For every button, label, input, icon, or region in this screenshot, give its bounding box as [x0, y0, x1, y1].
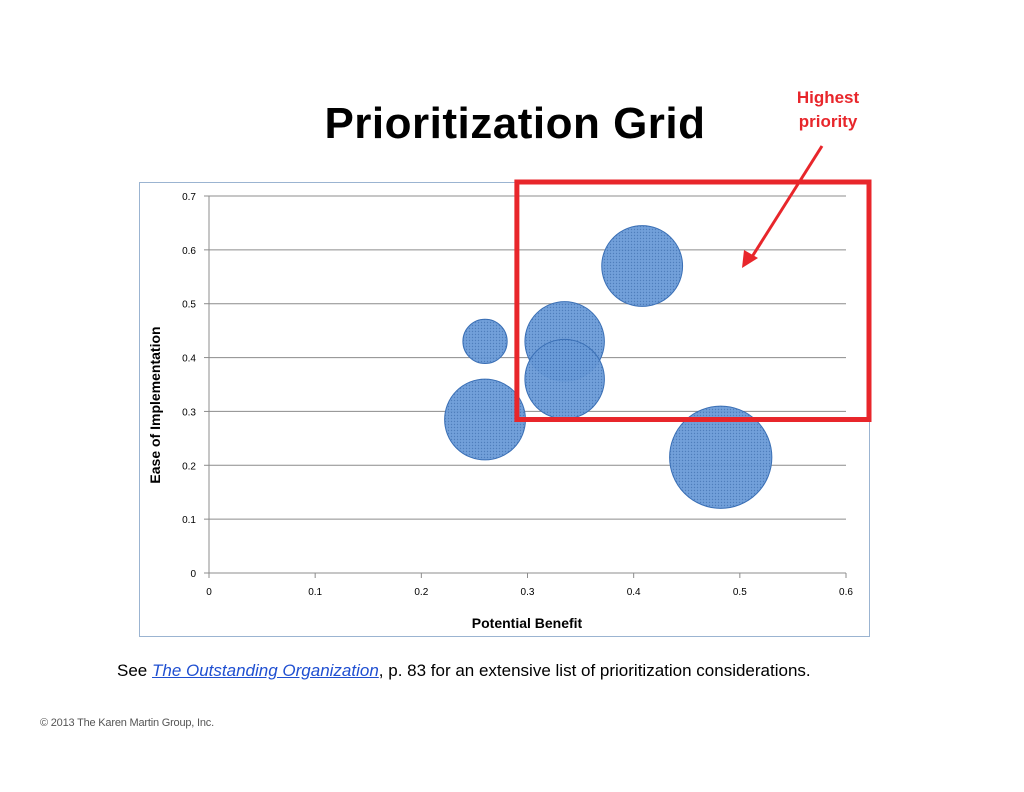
callout-arrow: [742, 145, 824, 268]
data-bubble: [524, 338, 605, 420]
highest-priority-box: [514, 179, 872, 423]
callout-line-2: priority: [798, 112, 858, 131]
y-axis-title: Ease of Implementation: [147, 326, 163, 483]
y-tick-label: 0.3: [182, 407, 196, 418]
x-tick-label: 0.5: [733, 587, 747, 598]
note-suffix: , p. 83 for an extensive list of priorit…: [378, 661, 811, 680]
x-tick-label: 0.1: [308, 587, 322, 598]
reference-note: See The Outstanding Organization, p. 83 …: [117, 658, 977, 684]
y-tick-label: 0.2: [182, 461, 196, 472]
x-tick-label: 0.6: [839, 587, 853, 598]
y-tick-label: 0.5: [182, 300, 196, 311]
x-tick-label: 0.2: [414, 587, 428, 598]
highest-priority-callout: Highest priority: [778, 86, 878, 134]
page-title: Prioritization Grid: [324, 99, 706, 148]
note-prefix: See: [117, 661, 152, 680]
data-bubble: [601, 225, 684, 307]
x-tick-label: 0: [206, 587, 212, 598]
y-tick-label: 0.1: [182, 515, 196, 526]
data-bubble: [669, 405, 773, 509]
copyright-text: © 2013 The Karen Martin Group, Inc.: [40, 717, 214, 729]
x-axis-title: Potential Benefit: [472, 615, 583, 631]
y-tick-label: 0: [190, 569, 196, 580]
book-link[interactable]: The Outstanding Organization: [151, 661, 379, 680]
callout-line-1: Highest: [796, 88, 860, 107]
y-tick-label: 0.6: [182, 246, 196, 257]
x-tick-label: 0.3: [521, 587, 535, 598]
data-bubble: [462, 318, 508, 365]
y-tick-label: 0.4: [182, 354, 196, 365]
x-tick-label: 0.4: [627, 587, 641, 598]
data-bubble: [444, 378, 526, 461]
y-tick-label: 0.7: [182, 192, 196, 203]
